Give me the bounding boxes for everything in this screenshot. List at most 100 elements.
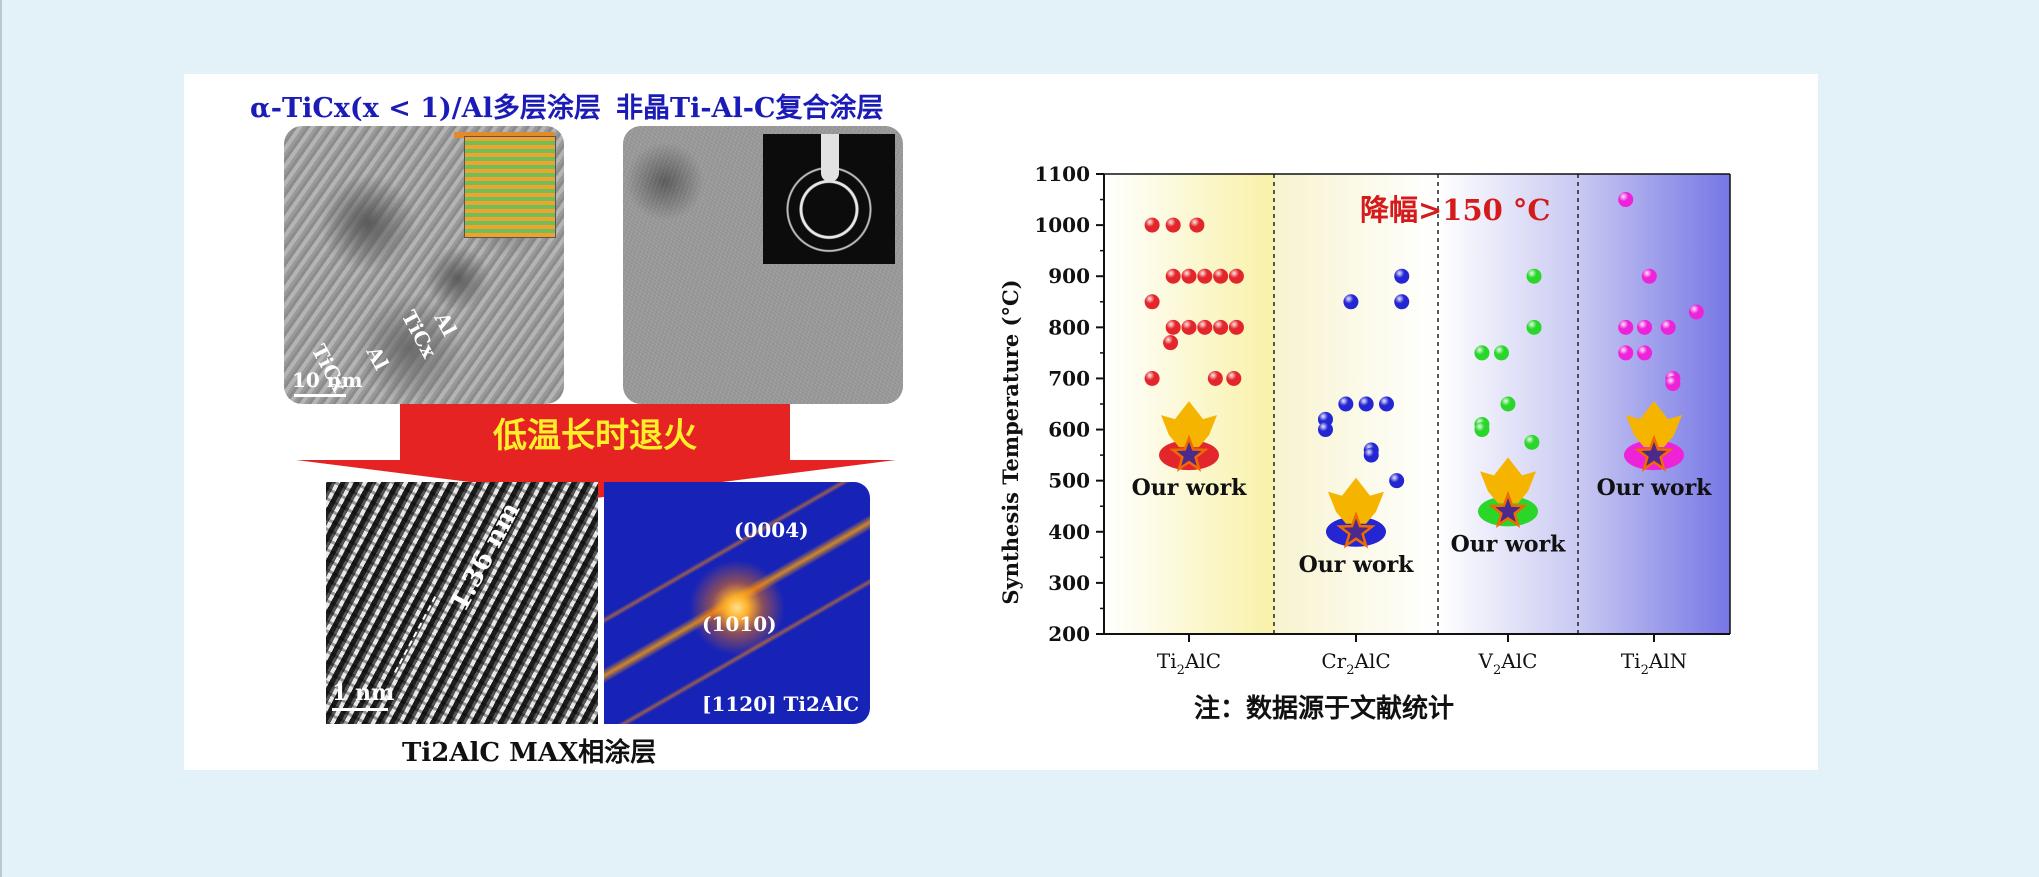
data-point-highlight <box>1474 422 1490 438</box>
y-tick-label: 600 <box>1048 418 1090 442</box>
data-point-highlight <box>1144 217 1160 233</box>
data-point-highlight <box>1618 319 1634 335</box>
data-point-highlight <box>1389 473 1405 489</box>
data-point-highlight <box>1338 396 1354 412</box>
data-point-highlight <box>1394 294 1410 310</box>
y-axis-label: Synthesis Temperature (°C) <box>998 279 1023 604</box>
data-point-highlight <box>1163 335 1179 351</box>
y-tick-label: 700 <box>1048 366 1090 390</box>
data-point-highlight <box>1165 268 1181 284</box>
scale-label-b: 1 nm <box>332 680 395 706</box>
scale-bar-a <box>294 394 346 397</box>
our-work-label: Our work <box>1132 475 1248 501</box>
scale-bar-b <box>332 708 388 711</box>
data-point-highlight <box>1524 434 1540 450</box>
our-work-label: Our work <box>1451 531 1567 557</box>
figure-panel: α-TiCx(x < 1)/Al多层涂层 非晶Ti-Al-C复合涂层 Al Ti… <box>184 74 1818 770</box>
data-point-highlight <box>1181 319 1197 335</box>
data-point-highlight <box>1144 294 1160 310</box>
data-point-highlight <box>1358 396 1374 412</box>
x-tick-label-ti2aln: Ti2AlN <box>1621 649 1687 678</box>
tem-image-multilayer: Al TiCx Al TiCx 10 nm <box>284 126 564 404</box>
tem-image-amorphous <box>623 126 903 404</box>
plot-axes: 200 300 400 500 600 700 800 900 1000 1100 Ti2AlC Cr… <box>1034 162 1731 678</box>
data-point-highlight <box>1213 319 1229 335</box>
our-work-star-icon <box>1336 511 1376 549</box>
data-point-highlight <box>1618 345 1634 361</box>
band-cr2alc <box>1274 174 1438 634</box>
fft-pattern: (0004) (1010) [1120] Ti2AlC <box>604 482 870 724</box>
our-work-burst-icon <box>1328 477 1384 524</box>
data-point-highlight <box>1474 345 1490 361</box>
y-tick-label: 200 <box>1048 622 1090 646</box>
y-tick-label: 400 <box>1048 520 1090 544</box>
window-edge <box>0 0 2 877</box>
fft-spot-1010: (1010) <box>702 612 777 636</box>
our-work-star-icon <box>1634 434 1674 472</box>
data-point-highlight <box>1637 319 1653 335</box>
caption-amorphous: 非晶Ti-Al-C复合涂层 <box>616 93 884 124</box>
data-point-highlight <box>1493 345 1509 361</box>
temperature-drop-annotation: 降幅>150 °C <box>1360 193 1551 227</box>
our-work-burst-icon <box>1161 401 1217 448</box>
data-point-highlight <box>1165 319 1181 335</box>
annealing-arrow <box>400 404 790 462</box>
x-tick-label-ti2alc: Ti2AlC <box>1157 649 1221 678</box>
data-point-highlight <box>1665 376 1681 392</box>
our-work-burst-icon <box>1626 401 1682 448</box>
y-tick-label: 1100 <box>1034 162 1090 186</box>
our-work-label: Our work <box>1299 552 1415 578</box>
zone-axis-label: [1120] Ti2AlC <box>702 692 859 716</box>
our-work-marker-ti2aln: Our work <box>1597 401 1713 501</box>
data-point-highlight <box>1226 370 1242 386</box>
data-point-highlight <box>1526 268 1542 284</box>
fft-spot-0004: (0004) <box>734 518 809 542</box>
data-point-highlight <box>1500 396 1516 412</box>
data-point-highlight <box>1394 268 1410 284</box>
scale-label-a: 10 nm <box>292 368 363 392</box>
data-point-highlight <box>1228 319 1244 335</box>
plot-our-work: Our work Our work Our work Our work <box>1132 401 1713 578</box>
saed-pattern-icon <box>763 134 895 264</box>
x-tick-label-cr2alc: Cr2AlC <box>1321 649 1390 678</box>
y-tick-label: 500 <box>1048 469 1090 493</box>
x-tick-label-v2alc: V2AlC <box>1478 649 1538 678</box>
data-point-highlight <box>1363 447 1379 463</box>
our-work-star-icon <box>1169 434 1209 472</box>
caption-multilayer: α-TiCx(x < 1)/Al多层涂层 <box>250 93 601 124</box>
data-point-highlight <box>1317 422 1333 438</box>
plot-background <box>1104 174 1730 634</box>
data-point-highlight <box>1379 396 1395 412</box>
y-tick-label: 1000 <box>1034 213 1090 237</box>
data-point-highlight <box>1660 319 1676 335</box>
our-work-burst-icon <box>1480 457 1536 504</box>
data-point-highlight <box>1637 345 1653 361</box>
data-point-highlight <box>1526 319 1542 335</box>
data-point-highlight <box>1144 370 1160 386</box>
data-point-highlight <box>1213 268 1229 284</box>
data-point-highlight <box>1181 268 1197 284</box>
y-tick-label: 900 <box>1048 264 1090 288</box>
y-tick-label: 800 <box>1048 315 1090 339</box>
cube-top-icon <box>454 132 554 138</box>
data-point-highlight <box>1189 217 1205 233</box>
data-point-highlight <box>1228 268 1244 284</box>
y-tick-label: 300 <box>1048 571 1090 595</box>
our-work-label: Our work <box>1597 475 1713 501</box>
data-point-highlight <box>1618 192 1634 208</box>
data-point-highlight <box>1207 370 1223 386</box>
data-point-highlight <box>1343 294 1359 310</box>
data-point-highlight <box>1197 319 1213 335</box>
data-point-highlight <box>1165 217 1181 233</box>
our-work-marker-v2alc: Our work <box>1451 457 1567 557</box>
synthesis-temperature-chart: 200 300 400 500 600 700 800 900 1000 1100 Ti2AlC Cr… <box>998 162 1731 724</box>
our-work-marker-cr2alc: Our work <box>1299 477 1415 578</box>
data-source-note: 注：数据源于文献统计 <box>1194 693 1454 724</box>
beam-stopper-icon <box>821 134 839 182</box>
annealing-label: 低温长时退火 <box>493 416 697 456</box>
data-point-highlight <box>1197 268 1213 284</box>
our-work-marker-ti2alc: Our work <box>1132 401 1248 501</box>
data-point-highlight <box>1688 304 1704 320</box>
hrtem-image: 1.36 nm 1 nm <box>326 482 598 724</box>
caption-max-phase: Ti2AlC MAX相涂层 <box>402 738 657 768</box>
